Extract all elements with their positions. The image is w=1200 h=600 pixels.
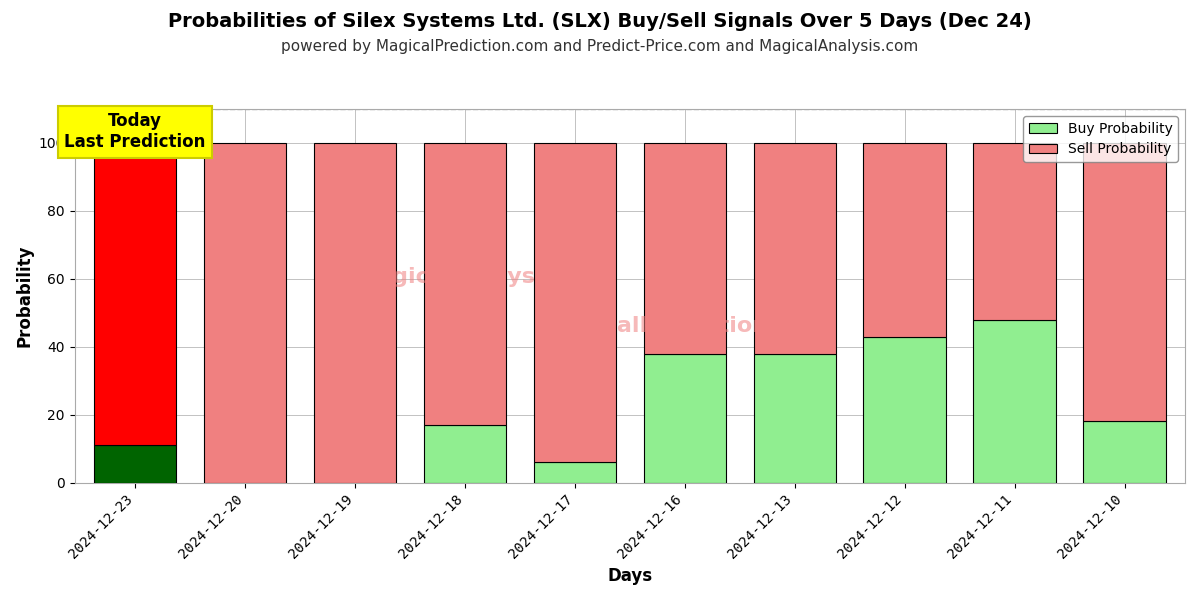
- Bar: [204, 143, 287, 482]
- Text: MagicalAnalysis.com: MagicalAnalysis.com: [355, 267, 616, 287]
- Bar: [424, 143, 506, 425]
- X-axis label: Days: Days: [607, 567, 653, 585]
- Bar: [643, 143, 726, 353]
- Bar: [1084, 421, 1165, 482]
- Bar: [864, 337, 946, 482]
- Text: powered by MagicalPrediction.com and Predict-Price.com and MagicalAnalysis.com: powered by MagicalPrediction.com and Pre…: [281, 39, 919, 54]
- Bar: [94, 445, 176, 482]
- Bar: [754, 143, 836, 353]
- Legend: Buy Probability, Sell Probability: Buy Probability, Sell Probability: [1024, 116, 1178, 162]
- Bar: [754, 353, 836, 482]
- Text: Probabilities of Silex Systems Ltd. (SLX) Buy/Sell Signals Over 5 Days (Dec 24): Probabilities of Silex Systems Ltd. (SLX…: [168, 12, 1032, 31]
- Text: Today
Last Prediction: Today Last Prediction: [65, 112, 206, 151]
- Bar: [534, 143, 616, 462]
- Bar: [973, 320, 1056, 482]
- Bar: [1084, 143, 1165, 421]
- Bar: [534, 462, 616, 482]
- Bar: [313, 143, 396, 482]
- Y-axis label: Probability: Probability: [16, 245, 34, 347]
- Bar: [424, 425, 506, 482]
- Text: MagicalPrediction.com: MagicalPrediction.com: [542, 316, 828, 335]
- Bar: [973, 143, 1056, 320]
- Bar: [864, 143, 946, 337]
- Bar: [643, 353, 726, 482]
- Bar: [94, 143, 176, 445]
